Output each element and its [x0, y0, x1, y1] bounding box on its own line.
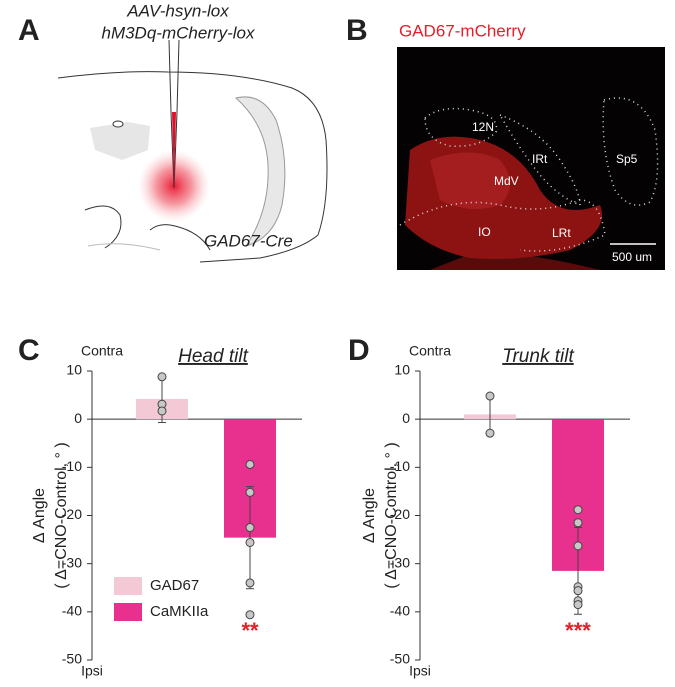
region-label: IRt: [532, 152, 548, 166]
region-outlines: [399, 97, 659, 252]
legend-swatch: [114, 577, 142, 595]
mouse-line: GAD67-Cre: [204, 231, 293, 250]
image-title: GAD67-mCherry: [399, 21, 526, 40]
data-point: [157, 372, 167, 382]
y-tick-label: -10: [62, 458, 82, 474]
y-tick-label: -20: [390, 506, 410, 522]
region-label: LRt: [552, 226, 571, 240]
data-point: [245, 459, 255, 469]
region-label: Sp5: [616, 152, 638, 166]
legend-label: GAD67: [150, 577, 199, 594]
data-point: [573, 505, 583, 515]
y-tick-label: -30: [62, 554, 82, 570]
y-tick-label: 10: [66, 362, 82, 378]
virus-label: AAV-hsyn-lox: [126, 1, 229, 20]
y-tick-label: -40: [62, 603, 82, 619]
y-tick-label: -20: [62, 506, 82, 522]
y-tick-label: -10: [390, 458, 410, 474]
y-axis-label: ( Δ=CNO-Control, ° ): [383, 442, 400, 588]
data-point: [245, 523, 255, 533]
virus-label: hM3Dq-mCherry-lox: [101, 23, 255, 42]
y-axis-label: ( Δ=CNO-Control, ° ): [53, 442, 70, 588]
pipette-tip: [172, 112, 176, 188]
legend-label: CaMKIIa: [150, 603, 209, 620]
chart-title: Trunk tilt: [502, 346, 574, 367]
data-point: [573, 541, 583, 551]
region-label: IO: [478, 225, 491, 239]
data-point: [485, 428, 495, 438]
y-tick-label: 10: [394, 362, 410, 378]
y-tick-label: -30: [390, 554, 410, 570]
top-label: Contra: [81, 343, 123, 359]
panel-letter: C: [18, 334, 40, 367]
bottom-label: Ipsi: [81, 663, 103, 679]
data-point: [157, 406, 167, 416]
significance: **: [241, 618, 259, 643]
data-point: [573, 586, 583, 596]
scale-label: 500 um: [612, 250, 652, 264]
panel-letter: D: [348, 334, 370, 367]
canal: [112, 120, 124, 128]
mcherry-signal: [405, 136, 602, 270]
data-point: [245, 487, 255, 497]
y-axis-label: Δ Angle: [361, 488, 378, 543]
data-point: [245, 537, 255, 547]
y-tick-label: 0: [74, 410, 82, 426]
data-point: [573, 600, 583, 610]
bottom-label: Ipsi: [409, 663, 431, 679]
y-tick-label: -50: [390, 651, 410, 667]
y-axis-label: Δ Angle: [31, 488, 48, 543]
region-label: MdV: [494, 174, 519, 188]
panel-letter: B: [346, 14, 368, 47]
slice-outline: [57, 71, 328, 263]
top-label: Contra: [409, 343, 451, 359]
significance: ***: [565, 618, 591, 643]
panel-letter: A: [18, 14, 40, 47]
y-tick-label: -50: [62, 651, 82, 667]
data-point: [245, 610, 255, 620]
data-point: [485, 391, 495, 401]
region-label: 12N: [472, 120, 494, 134]
data-point: [573, 518, 583, 528]
legend-swatch: [114, 603, 142, 621]
data-point: [245, 578, 255, 588]
nucleus-shape: [90, 122, 150, 160]
y-tick-label: -40: [390, 603, 410, 619]
chart-title: Head tilt: [178, 346, 248, 367]
y-tick-label: 0: [402, 410, 410, 426]
